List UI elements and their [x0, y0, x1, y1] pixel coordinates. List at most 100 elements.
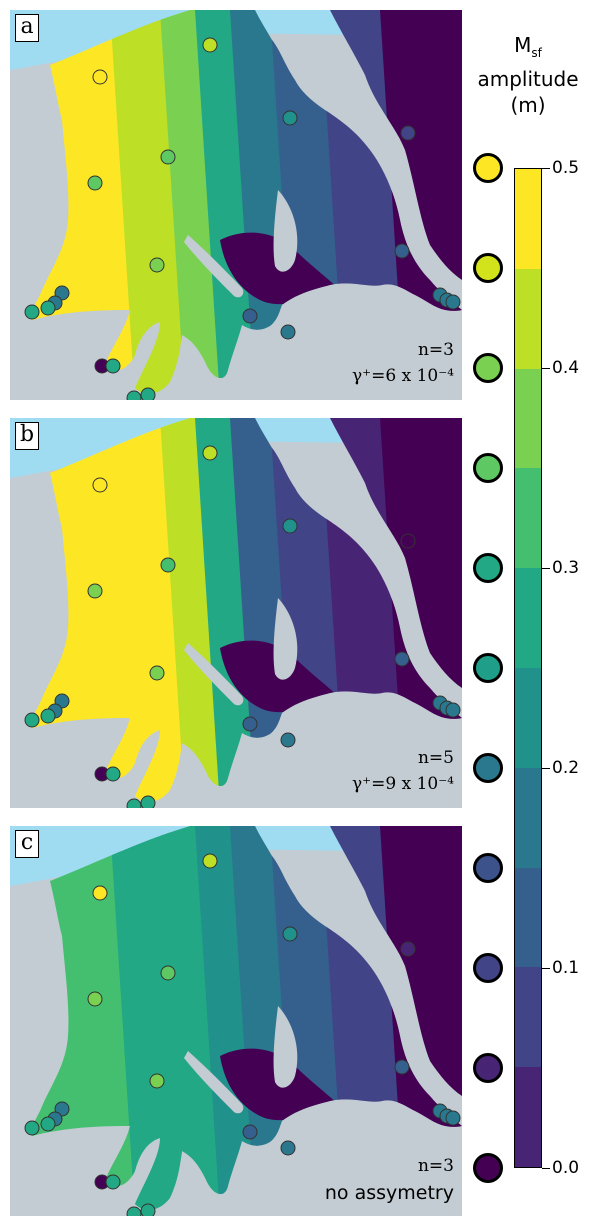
colorbar-tick: [542, 568, 550, 569]
colorbar-title-sub: sf: [531, 46, 542, 60]
annotation-n: n=3: [417, 1156, 454, 1176]
tide-gauge-station: [126, 1206, 142, 1216]
tide-gauge-station: [140, 1203, 156, 1216]
tide-gauge-station: [280, 1140, 296, 1156]
annotation-n: n=3: [417, 340, 454, 360]
island: [273, 598, 298, 680]
tide-gauge-station: [40, 708, 56, 724]
amplitude-band: [195, 418, 265, 802]
colorbar-band: [515, 169, 541, 269]
colorbar-tick: [542, 1168, 550, 1169]
legend-circle: [473, 453, 503, 483]
colorbar-tick-label: 0.5: [552, 158, 580, 178]
annotation-n: n=5: [417, 748, 454, 768]
tide-gauge-station: [160, 965, 176, 981]
tide-gauge-station: [242, 1124, 258, 1140]
peninsula: [184, 643, 244, 706]
legend-circle: [473, 653, 503, 683]
tide-gauge-station: [400, 941, 416, 957]
amplitude-patch: [340, 578, 385, 684]
tide-gauge-station: [149, 257, 165, 273]
tide-gauge-station: [24, 712, 40, 728]
legend-circle: [473, 553, 503, 583]
tide-gauge-station: [282, 518, 298, 534]
colorbar-tick: [542, 368, 550, 369]
tide-gauge-station: [126, 798, 142, 808]
colorbar-tick-label: 0.3: [552, 558, 580, 578]
panel-label-c: c: [15, 830, 39, 858]
colorbar-band: [515, 568, 541, 668]
tide-gauge-station: [202, 445, 218, 461]
map-a: [10, 10, 462, 400]
legend-circle: [473, 1153, 503, 1183]
legend-circle: [473, 253, 503, 283]
peninsula: [184, 1051, 244, 1114]
legend-circle: [473, 153, 503, 183]
colorbar-title-line3: (m): [510, 93, 546, 117]
tide-gauge-station: [394, 243, 410, 259]
map-panel-a: a n=3 γ⁺=6 x 10⁻⁴: [10, 10, 462, 400]
colorbar-title: Msf amplitude (m): [465, 32, 591, 118]
map-b: [10, 418, 462, 808]
tide-gauge-station: [24, 304, 40, 320]
tide-gauge-station: [280, 732, 296, 748]
tide-gauge-station: [394, 651, 410, 667]
tide-gauge-station: [202, 853, 218, 869]
legend-circle: [473, 853, 503, 883]
legend-circle: [473, 953, 503, 983]
tide-gauge-station: [87, 991, 103, 1007]
colorbar-band: [515, 967, 541, 1068]
colorbar: [514, 168, 542, 1168]
amplitude-patch: [340, 170, 385, 276]
tide-gauge-station: [445, 702, 461, 718]
colorbar-title-main: M: [514, 33, 532, 57]
colorbar-band: [515, 368, 541, 469]
tide-gauge-station: [242, 308, 258, 324]
tide-gauge-station: [40, 1116, 56, 1132]
colorbar-band: [515, 468, 541, 569]
tide-gauge-station: [105, 766, 121, 782]
amplitude-band: [160, 418, 230, 802]
tide-gauge-station: [24, 1120, 40, 1136]
tide-gauge-station: [445, 294, 461, 310]
colorbar-band: [515, 767, 541, 868]
map-c: [10, 826, 462, 1216]
colorbar-band: [515, 1067, 541, 1167]
colorbar-band: [515, 268, 541, 369]
colorbar-tick: [542, 968, 550, 969]
tide-gauge-station: [394, 1059, 410, 1075]
tide-gauge-station: [400, 125, 416, 141]
tide-gauge-station: [282, 926, 298, 942]
legend-circle: [473, 1053, 503, 1083]
tide-gauge-station: [87, 583, 103, 599]
tide-gauge-station: [92, 885, 108, 901]
legend-circle: [473, 753, 503, 783]
tide-gauge-station: [140, 387, 156, 400]
tide-gauge-station: [92, 69, 108, 85]
colorbar-band: [515, 867, 541, 968]
tide-gauge-station: [92, 477, 108, 493]
tide-gauge-station: [140, 795, 156, 808]
tide-gauge-station: [242, 716, 258, 732]
amplitude-band: [160, 826, 230, 1210]
tide-gauge-station: [160, 557, 176, 573]
tide-gauge-station: [280, 324, 296, 340]
amplitude-patch: [340, 986, 385, 1092]
colorbar-tick-label: 0.1: [552, 958, 580, 978]
colorbar-tick: [542, 168, 550, 169]
peninsula: [184, 235, 244, 298]
tide-gauge-station: [87, 175, 103, 191]
panel-label-a: a: [15, 14, 39, 42]
tide-gauge-station: [105, 358, 121, 374]
colorbar-tick-label: 0.0: [552, 1158, 580, 1178]
annotation-gamma: γ⁺=9 x 10⁻⁴: [351, 774, 454, 794]
tide-gauge-station: [445, 1110, 461, 1126]
colorbar-title-line2: amplitude: [477, 67, 579, 91]
tide-gauge-station: [149, 1073, 165, 1089]
tide-gauge-station: [105, 1174, 121, 1190]
colorbar-tick-label: 0.2: [552, 758, 580, 778]
legend-circle: [473, 353, 503, 383]
island: [273, 1006, 298, 1088]
panel-label-b: b: [15, 422, 39, 450]
colorbar-band: [515, 667, 541, 768]
